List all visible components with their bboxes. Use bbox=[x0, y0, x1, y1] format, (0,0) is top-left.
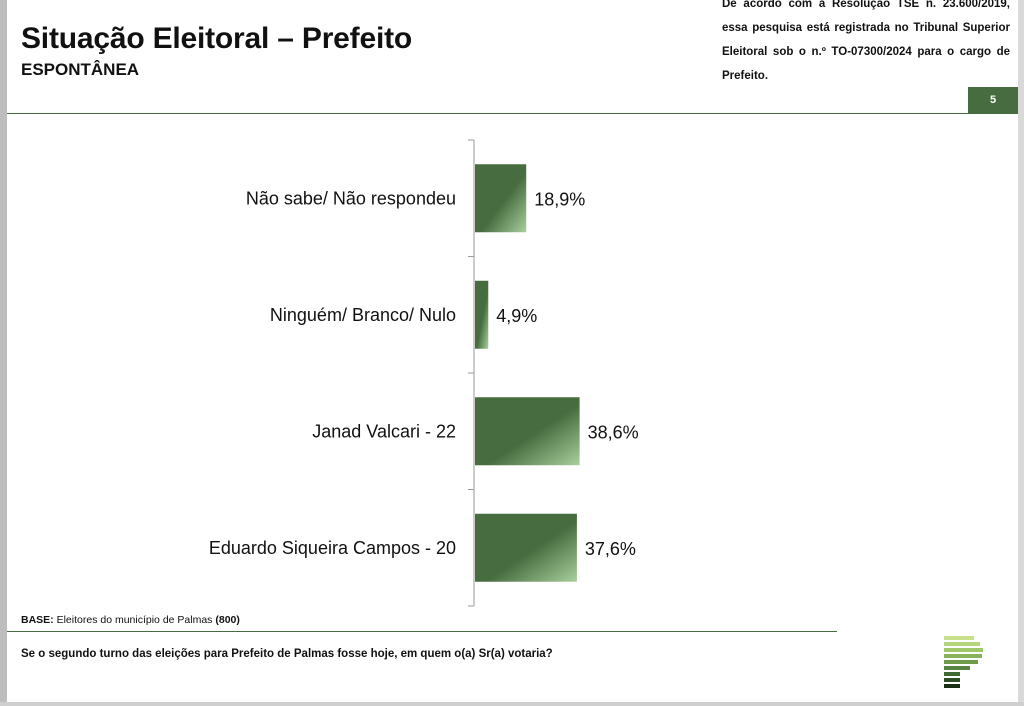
bar-value-label: 37,6% bbox=[585, 539, 636, 559]
bar-value-label: 38,6% bbox=[588, 422, 639, 442]
page-title: Situação Eleitoral – Prefeito bbox=[21, 22, 412, 55]
bar bbox=[475, 280, 489, 349]
page-subtitle: ESPONTÂNEA bbox=[21, 60, 140, 79]
bar-value-label: 18,9% bbox=[534, 189, 585, 209]
bar bbox=[475, 513, 577, 582]
bar-value-label: 4,9% bbox=[496, 306, 537, 326]
legal-registration-note: De acordo com a Resolução TSE n. 23.600/… bbox=[722, 0, 1010, 82]
bar bbox=[475, 164, 527, 233]
footer-divider bbox=[7, 631, 837, 632]
header-divider bbox=[7, 113, 1018, 114]
base-text: Eleitores do município de Palmas bbox=[56, 614, 213, 626]
base-label: BASE: bbox=[21, 614, 54, 626]
category-label: Não sabe/ Não respondeu bbox=[246, 188, 456, 208]
page-frame-left bbox=[0, 0, 7, 706]
page-frame-bottom bbox=[0, 702, 1024, 706]
institute-logo bbox=[944, 636, 983, 688]
page-frame-right bbox=[1018, 0, 1024, 706]
base-count: (800) bbox=[215, 614, 240, 626]
base-note: BASE: Eleitores do município de Palmas (… bbox=[21, 614, 240, 626]
bar bbox=[475, 397, 580, 466]
survey-question: Se o segundo turno das eleições para Pre… bbox=[21, 648, 553, 660]
category-label: Eduardo Siqueira Campos - 20 bbox=[209, 538, 456, 558]
category-label: Ninguém/ Branco/ Nulo bbox=[270, 305, 456, 325]
category-label: Janad Valcari - 22 bbox=[312, 421, 456, 441]
bar-chart: Não sabe/ Não respondeu 18,9% Ninguém/ Bra… bbox=[209, 139, 639, 607]
page-number-badge: 5 bbox=[968, 87, 1018, 113]
chart-axis bbox=[468, 139, 475, 607]
